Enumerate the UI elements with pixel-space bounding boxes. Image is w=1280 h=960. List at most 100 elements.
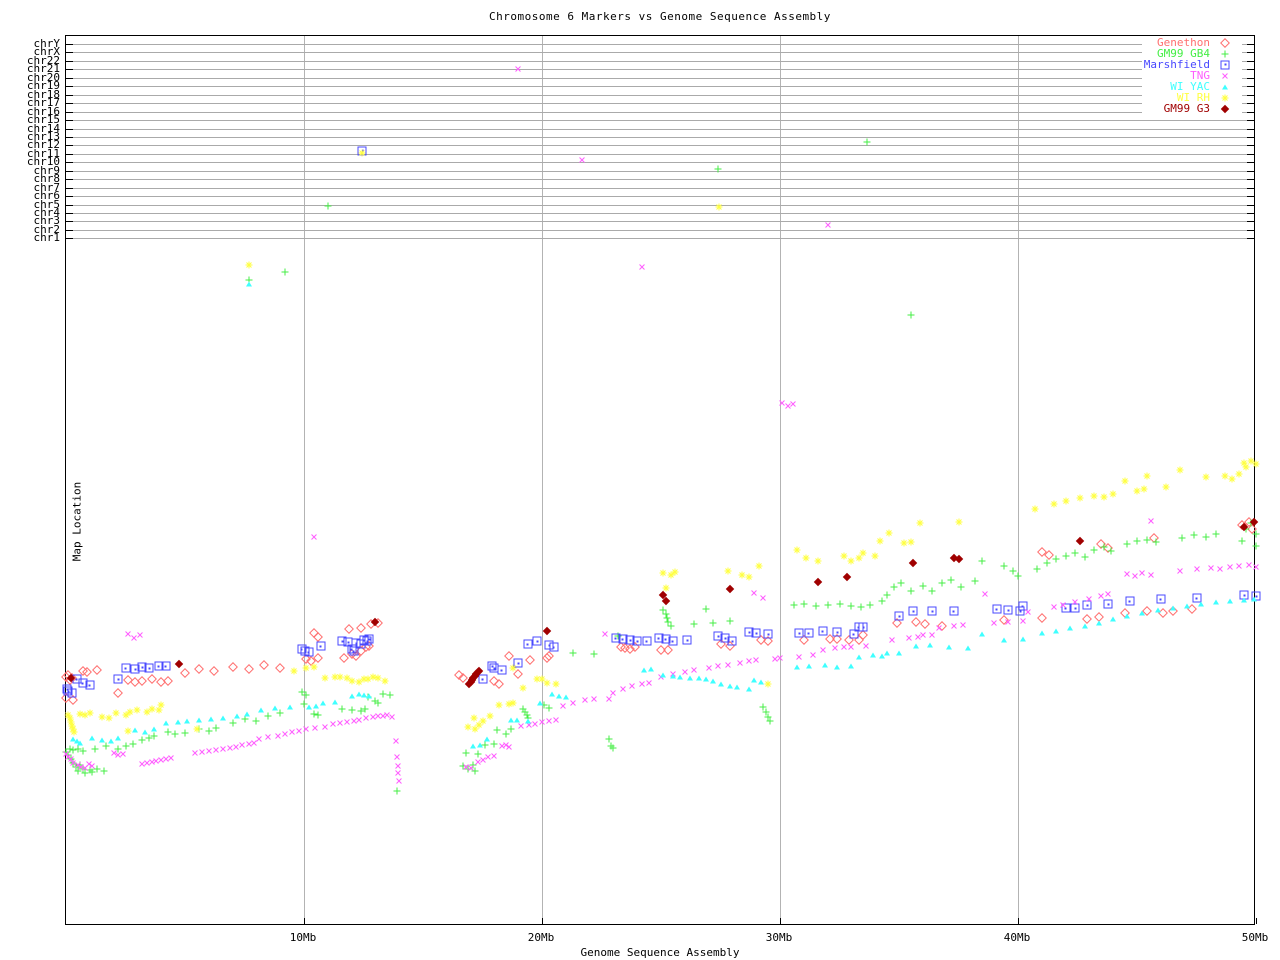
y-tick-label-chrY: chrY — [33, 37, 61, 50]
data-point-star — [143, 708, 151, 716]
star-diagonal — [132, 705, 142, 715]
chromosome-line-chr18 — [66, 94, 1254, 96]
star-diagonal — [670, 567, 680, 577]
data-point-triangle — [151, 726, 158, 732]
data-point-triangle — [945, 644, 952, 650]
data-point-open-diamond — [91, 665, 102, 675]
data-point-plus — [928, 587, 936, 595]
data-point-triangle — [98, 737, 105, 743]
data-point-plus — [590, 650, 598, 658]
data-point-star — [509, 699, 517, 707]
data-point-star — [1242, 463, 1250, 471]
star-diagonal — [85, 708, 95, 718]
data-point-cross — [1215, 564, 1225, 574]
data-point-star — [1133, 487, 1141, 495]
data-point-cross — [580, 695, 590, 705]
data-point-star — [900, 539, 908, 547]
legend-label: TNG — [1190, 69, 1210, 82]
legend-row-gm99-gb4: GM99 GB4 — [1144, 48, 1240, 59]
star-diagonal — [290, 666, 300, 676]
legend-row-genethon: Genethon — [1144, 37, 1240, 48]
data-point-triangle — [926, 642, 933, 648]
data-point-star — [98, 713, 106, 721]
data-point-square-dot — [804, 628, 814, 638]
data-point-plus — [762, 708, 770, 716]
data-point-triangle — [73, 738, 80, 744]
data-point-triangle — [89, 735, 96, 741]
data-point-star — [193, 725, 201, 733]
outlier-point-chr21 — [513, 64, 523, 74]
y-tick-label-chr20: chr20 — [26, 70, 60, 84]
data-point-triangle — [703, 676, 710, 682]
data-point-square-dot — [532, 636, 542, 646]
data-point-triangle — [1067, 625, 1074, 631]
data-point-plus — [102, 742, 110, 750]
data-point-triangle — [750, 677, 757, 683]
x-tick-label-40mb: 40Mb — [1003, 931, 1031, 944]
data-point-star — [374, 674, 382, 682]
data-point-square-dot — [751, 628, 761, 638]
y-axis-label: Map Location — [70, 481, 84, 562]
data-point-plus — [664, 618, 672, 626]
data-point-triangle — [879, 653, 886, 659]
data-point-square-dot — [949, 606, 959, 616]
star-diagonal — [111, 708, 121, 718]
star-diagonal — [754, 561, 764, 571]
y-tick-right-chr6 — [1247, 196, 1254, 198]
data-point-plus — [386, 691, 394, 699]
outlier-point-chr12 — [863, 138, 871, 146]
data-point-square-dot — [682, 635, 692, 645]
data-point-plus — [69, 746, 77, 754]
y-tick-label-chr15: chr15 — [26, 113, 60, 127]
legend-marker-open-diamond — [1210, 37, 1240, 48]
data-point-plus — [709, 619, 717, 627]
data-point-triangle — [979, 631, 986, 637]
star-diagonal — [1161, 482, 1171, 492]
data-point-plus — [702, 605, 710, 613]
chromosome-line-chr8 — [66, 179, 1254, 181]
y-tick-right-chr3 — [1247, 221, 1254, 223]
data-point-plus — [379, 690, 387, 698]
chromosome-line-chr22 — [66, 60, 1254, 62]
data-point-star — [1030, 504, 1040, 514]
y-tick-left-chr17 — [66, 103, 73, 105]
data-point-triangle — [305, 704, 312, 710]
data-point-star — [148, 705, 156, 713]
chromosome-line-chr17 — [66, 103, 1254, 105]
star-diagonal — [813, 556, 823, 566]
data-point-cross — [818, 645, 828, 655]
outlier-point-chr11 — [358, 149, 366, 157]
chromosome-line-chr3 — [66, 221, 1254, 223]
data-point-square-dot — [364, 634, 374, 644]
data-point-plus — [519, 705, 527, 713]
star-diagonal — [320, 673, 330, 683]
data-point-star — [1176, 466, 1184, 474]
data-point-plus — [1212, 530, 1220, 538]
data-point-cross — [1251, 562, 1261, 572]
data-point-cross — [904, 633, 914, 643]
data-point-cross — [1220, 71, 1230, 81]
data-point-triangle — [536, 700, 543, 706]
star-diagonal — [1201, 472, 1211, 482]
star-diagonal — [1030, 504, 1040, 514]
data-point-cross — [309, 532, 319, 542]
y-tick-right-chr9 — [1247, 170, 1254, 172]
data-point-star — [124, 727, 132, 735]
data-point-star — [132, 705, 142, 715]
data-point-square-dot — [908, 606, 918, 616]
data-point-plus — [663, 614, 671, 622]
data-point-star — [81, 711, 89, 719]
data-point-plus — [847, 602, 855, 610]
data-point-cross — [861, 641, 871, 651]
data-point-star — [543, 679, 551, 687]
data-point-triangle — [1212, 599, 1219, 605]
chromosome-line-chr19 — [66, 86, 1254, 88]
data-point-square-dot — [763, 629, 773, 639]
data-point-plus — [1052, 555, 1060, 563]
data-point-filled-diamond — [1220, 104, 1230, 113]
data-point-triangle — [184, 718, 191, 724]
y-tick-right-chr11 — [1247, 153, 1254, 155]
y-tick-label-chr16: chr16 — [26, 104, 60, 118]
data-point-cross — [1234, 561, 1244, 571]
data-point-triangle — [514, 717, 520, 723]
